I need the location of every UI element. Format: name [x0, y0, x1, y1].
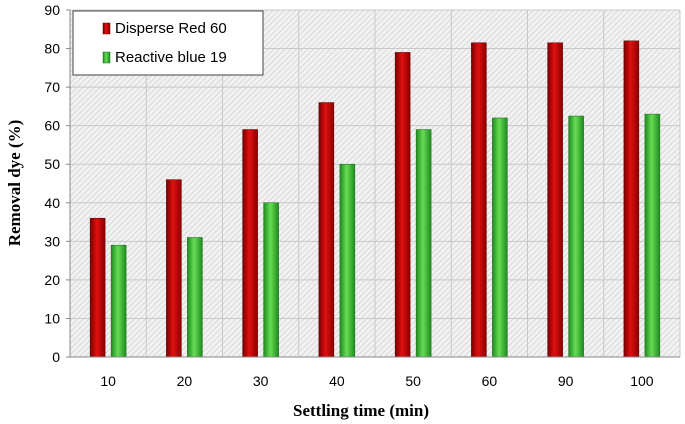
x-tick-label: 100: [630, 373, 654, 389]
y-tick-label: 80: [44, 41, 60, 57]
x-tick-label: 20: [177, 373, 193, 389]
x-tick-label: 10: [100, 373, 116, 389]
bar-reactive-blue-50: [415, 129, 432, 358]
bar-disperse-red-30: [242, 129, 258, 358]
bar-disperse-red-60: [471, 42, 487, 358]
y-tick-label: 0: [52, 349, 60, 365]
y-tick-label: 10: [44, 310, 60, 326]
bar-reactive-blue-60: [492, 117, 508, 358]
x-tick-label: 50: [405, 373, 421, 389]
bar-disperse-red-50: [394, 52, 411, 358]
y-tick-label: 70: [44, 79, 60, 95]
legend: Disperse Red 60 Reactive blue 19: [72, 10, 264, 76]
bar-disperse-red-10: [89, 217, 106, 358]
x-tick-label: 40: [329, 373, 345, 389]
bar-reactive-blue-40: [339, 163, 356, 358]
y-tick-label: 50: [44, 156, 60, 172]
bar-reactive-blue-30: [263, 202, 279, 358]
bar-disperse-red-100: [623, 40, 640, 358]
legend-swatch-disperse-red: [102, 22, 111, 35]
y-axis-title: Removal dye (%): [5, 120, 24, 247]
legend-box: [72, 10, 264, 76]
bar-disperse-red-90: [547, 42, 563, 358]
bar-disperse-red-40: [318, 102, 335, 358]
bars: [89, 40, 661, 358]
bar-disperse-red-20: [166, 179, 182, 358]
legend-label-reactive-blue: Reactive blue 19: [115, 49, 227, 66]
x-tick-label: 60: [482, 373, 498, 389]
x-axis-title: Settling time (min): [293, 401, 429, 420]
bar-reactive-blue-10: [110, 244, 127, 358]
x-tick-label: 30: [253, 373, 269, 389]
y-tick-label: 30: [44, 233, 60, 249]
y-tick-label: 90: [44, 2, 60, 18]
legend-swatch-reactive-blue: [102, 51, 111, 64]
bar-reactive-blue-100: [644, 113, 661, 358]
bar-reactive-blue-20: [187, 237, 203, 358]
bar-reactive-blue-90: [568, 115, 584, 358]
y-tick-label: 60: [44, 118, 60, 134]
y-tick-label: 20: [44, 272, 60, 288]
x-tick-label: 90: [558, 373, 574, 389]
y-tick-label: 40: [44, 195, 60, 211]
legend-label-disperse-red: Disperse Red 60: [115, 20, 227, 37]
x-axis-ticks: 10 20 30 40 50 60 90 100: [100, 373, 653, 389]
y-axis-ticks: 0 10 20 30 40 50 60 70 80 90: [44, 2, 70, 365]
